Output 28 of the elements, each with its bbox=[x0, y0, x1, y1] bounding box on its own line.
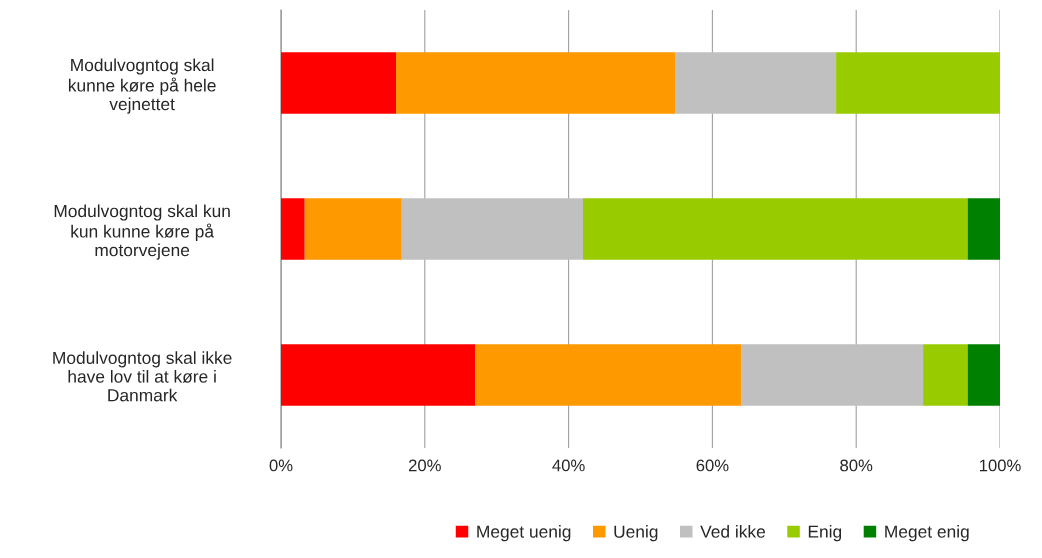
legend-label: Enig bbox=[808, 525, 842, 542]
x-tick-label: 100% bbox=[979, 459, 1021, 472]
x-tick-label: 0% bbox=[269, 459, 293, 472]
bar bbox=[923, 344, 968, 406]
y-tick-label: Modulvogntog skal ikke have lov til at køre i Danmark bbox=[53, 351, 232, 402]
bar bbox=[281, 344, 476, 406]
x-tick-label: 60% bbox=[696, 459, 729, 472]
legend-label: Meget uenig bbox=[477, 525, 571, 542]
bar bbox=[582, 198, 968, 260]
x-tick-label: 40% bbox=[552, 459, 585, 472]
x-tick-label: 20% bbox=[408, 459, 441, 472]
x-tick-label: 80% bbox=[840, 459, 873, 472]
bar bbox=[401, 198, 583, 260]
bar bbox=[304, 198, 402, 260]
bar bbox=[475, 344, 742, 406]
legend-label: Uenig bbox=[614, 525, 658, 542]
bar bbox=[741, 344, 924, 406]
bar bbox=[281, 198, 305, 260]
legend-label: Meget enig bbox=[885, 525, 969, 542]
bar bbox=[967, 344, 1000, 406]
legend-label: Ved ikke bbox=[700, 525, 765, 538]
bar bbox=[396, 52, 676, 114]
bar bbox=[967, 198, 1000, 260]
y-tick-label: Modulvogntog skal kun kun kunne køre på motorvejene bbox=[54, 204, 230, 260]
bar bbox=[675, 52, 837, 114]
bar bbox=[281, 52, 397, 114]
bar bbox=[836, 52, 1000, 114]
y-tick-label: Modulvogntog skal kunne køre på hele vejnettet bbox=[68, 58, 216, 114]
